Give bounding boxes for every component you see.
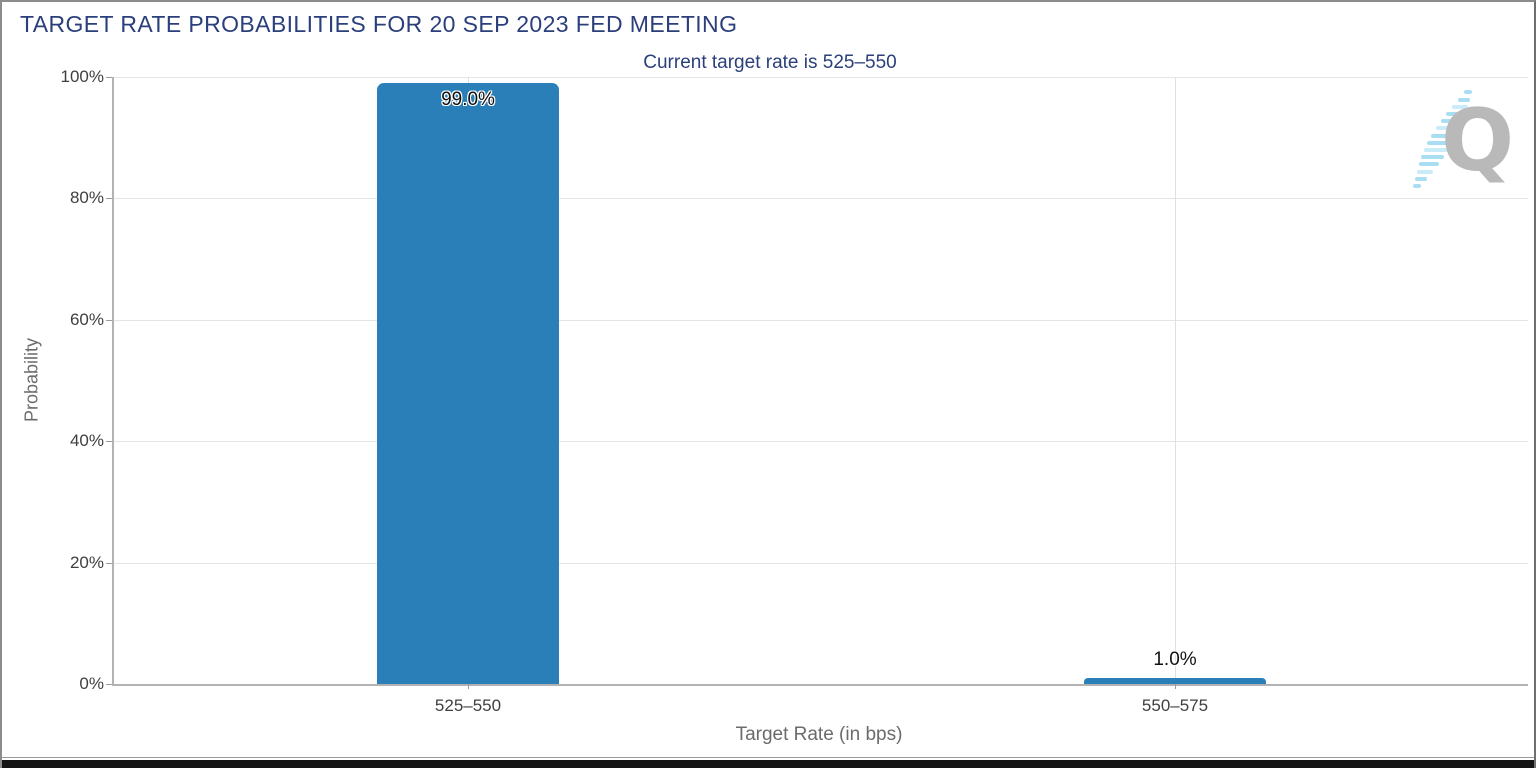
y-tick-label: 100% xyxy=(60,67,104,86)
y-gridline xyxy=(114,441,1528,442)
logo-swoosh-dash xyxy=(1424,148,1449,152)
y-tick-mark xyxy=(106,441,112,442)
logo-swoosh-dash xyxy=(1446,112,1466,116)
category-gridline xyxy=(1175,77,1176,684)
y-tick-mark xyxy=(106,198,112,199)
y-gridline xyxy=(114,320,1528,321)
x-tick-mark xyxy=(1175,684,1176,689)
bar-value-label: 99.0% xyxy=(441,89,495,110)
logo-swoosh-dash xyxy=(1415,177,1427,181)
y-tick-label: 20% xyxy=(69,553,104,572)
bar-value-label: 1.0% xyxy=(1153,649,1197,670)
y-tick-mark xyxy=(106,563,112,564)
logo-swoosh-dash xyxy=(1419,162,1439,166)
y-gridline xyxy=(114,563,1528,564)
logo-swoosh-dash xyxy=(1452,105,1468,109)
logo-q-icon: Q xyxy=(1441,91,1515,191)
y-tick-mark xyxy=(106,684,112,685)
x-tick-label: 550–575 xyxy=(1141,696,1209,715)
x-axis-title: Target Rate (in bps) xyxy=(735,724,903,745)
logo-swoosh-dash xyxy=(1421,155,1444,159)
y-tick-label: 0% xyxy=(79,674,104,693)
logo-swoosh-dash xyxy=(1441,119,1464,123)
y-tick-mark xyxy=(106,320,112,321)
x-tick-mark xyxy=(468,684,469,689)
chart-subtitle: Current target rate is 525–550 xyxy=(643,52,897,73)
x-tick-label: 525–550 xyxy=(434,696,502,715)
y-tick-label: 80% xyxy=(69,188,104,207)
y-tick-mark xyxy=(106,77,112,78)
chart-title: TARGET RATE PROBABILITIES FOR 20 SEP 202… xyxy=(20,11,738,37)
probability-bar xyxy=(377,83,559,684)
y-tick-label: 60% xyxy=(69,310,104,329)
bottom-frame-line xyxy=(2,757,1534,758)
logo-swoosh-dash xyxy=(1417,170,1433,174)
logo-swoosh-dash xyxy=(1464,90,1472,94)
brand-logo: Q xyxy=(1405,80,1527,198)
y-axis-title: Probability xyxy=(21,337,42,423)
y-tick-label: 40% xyxy=(69,431,104,450)
logo-swoosh-dash xyxy=(1458,98,1470,102)
logo-swoosh-dash xyxy=(1436,126,1461,130)
bottom-black-bar xyxy=(2,760,1534,768)
y-gridline xyxy=(114,198,1528,199)
y-gridline xyxy=(114,77,1528,78)
plot-area: 0% 20% 40% 60% 80% 100% 99.0% 525–550 1.0% 550–57… xyxy=(61,67,1528,715)
logo-swoosh-dash xyxy=(1431,134,1457,138)
probability-bar xyxy=(1084,678,1266,684)
logo-swoosh-dash xyxy=(1427,141,1453,145)
logo-swoosh-dash xyxy=(1413,184,1421,188)
